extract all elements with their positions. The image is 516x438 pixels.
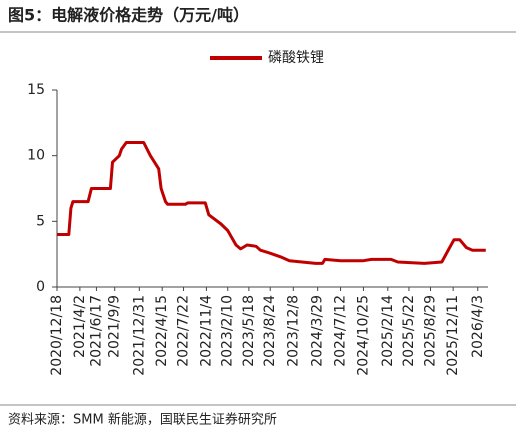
x-tick-label: 2021/9/9 <box>107 295 123 358</box>
x-tick-label: 2025/12/11 <box>445 295 461 376</box>
x-tick-label: 2023/12/8 <box>285 295 301 367</box>
y-tick-label: 15 <box>27 82 45 98</box>
chart-title: 图5：电解液价格走势（万元/吨） <box>8 6 249 25</box>
x-tick-label: 2020/12/18 <box>49 295 65 376</box>
y-tick-label: 5 <box>36 213 45 229</box>
x-tick-label: 2022/11/4 <box>198 295 214 367</box>
x-tick-label: 2025/8/29 <box>423 295 439 367</box>
x-tick-label: 2025/2/14 <box>380 295 396 367</box>
y-tick-label: 0 <box>36 279 45 295</box>
x-tick-label: 2021/4/2 <box>72 295 88 358</box>
x-tick-label: 2023/5/18 <box>241 295 257 367</box>
line-series <box>57 141 486 265</box>
x-tick-label: 2024/7/12 <box>333 295 349 367</box>
x-tick-label: 2021/12/31 <box>131 295 147 376</box>
x-tick-label: 2021/6/17 <box>88 295 104 367</box>
x-tick-label: 2022/4/15 <box>154 295 170 367</box>
x-tick-label: 2024/10/25 <box>355 295 371 376</box>
x-tick-label: 2023/2/10 <box>220 295 236 367</box>
y-tick-label: 10 <box>27 148 45 164</box>
x-tick-label: 2026/4/3 <box>470 295 486 358</box>
x-tick-label: 2025/5/22 <box>401 295 417 367</box>
x-tick-label: 2024/3/29 <box>310 295 326 367</box>
x-tick-label: 2023/8/24 <box>262 295 278 367</box>
x-tick-label: 2022/7/22 <box>176 295 192 367</box>
legend-label: 磷酸铁锂 <box>268 50 324 66</box>
source-note: 资料来源：SMM 新能源，国联民生证券研究所 <box>8 412 277 428</box>
